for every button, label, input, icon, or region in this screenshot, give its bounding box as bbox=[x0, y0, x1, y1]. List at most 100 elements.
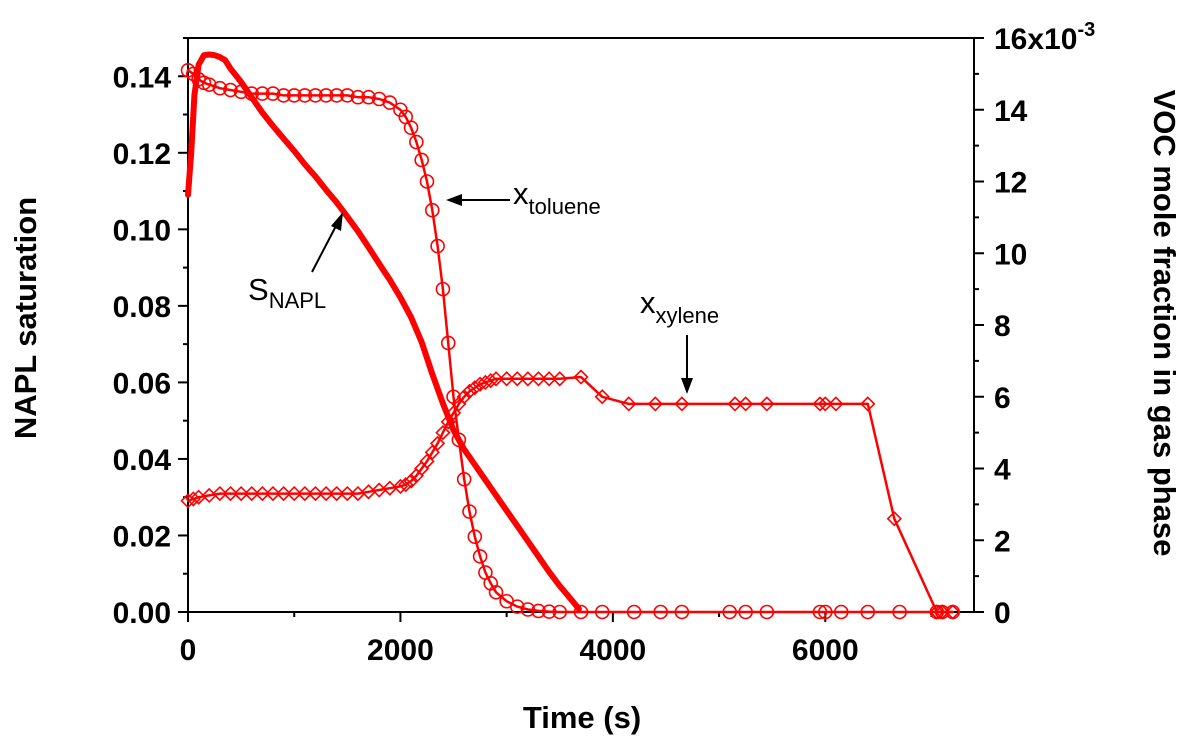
y-left-tick-label: 0.04 bbox=[113, 444, 172, 477]
xylene-point bbox=[483, 372, 499, 389]
xylene-point bbox=[552, 371, 568, 387]
xylene-point bbox=[509, 371, 525, 387]
plot-frame bbox=[187, 37, 975, 613]
toluene-point bbox=[833, 604, 849, 620]
xylene-point bbox=[254, 485, 270, 502]
toluene-point bbox=[472, 549, 488, 564]
toluene-point bbox=[297, 88, 313, 103]
xylene-point bbox=[233, 485, 249, 502]
toluene-point bbox=[308, 88, 323, 103]
xylene-point bbox=[817, 396, 833, 412]
xylene-point bbox=[520, 371, 536, 387]
xylene-point bbox=[435, 424, 451, 441]
y-left-tick-label: 0.02 bbox=[113, 520, 171, 553]
y-left-tick-label: 0.00 bbox=[113, 597, 171, 630]
toluene-label-main: x bbox=[513, 176, 529, 211]
toluene-arrow-head bbox=[446, 194, 462, 206]
y-left-tick-label: 0.12 bbox=[113, 138, 171, 171]
toluene-point bbox=[674, 604, 690, 620]
xylene-point bbox=[530, 371, 547, 387]
y-left-tick-label: 0.14 bbox=[113, 61, 172, 94]
xylene-point bbox=[945, 604, 961, 620]
y-right-tick-label: 10 bbox=[994, 238, 1027, 271]
y-right-top-tick-label: 16x10-3 bbox=[994, 19, 1095, 56]
xylene-point bbox=[573, 369, 589, 385]
x-tick-label: 0 bbox=[180, 634, 197, 667]
xylene-point bbox=[738, 396, 754, 412]
toluene-point bbox=[653, 604, 668, 620]
toluene-point bbox=[573, 604, 589, 620]
toluene-point bbox=[340, 88, 355, 103]
xylene-point bbox=[339, 485, 355, 502]
snapl-label-main: S bbox=[248, 272, 269, 307]
xylene-point bbox=[297, 485, 313, 502]
toluene-point bbox=[738, 604, 753, 620]
toluene-point bbox=[186, 66, 201, 82]
xylene-point bbox=[307, 485, 324, 502]
xylene-label-sub: xylene bbox=[656, 303, 720, 328]
toluene-point bbox=[424, 202, 440, 218]
toluene-point bbox=[860, 604, 876, 620]
toluene-point bbox=[531, 603, 546, 619]
xylene-point bbox=[212, 485, 228, 502]
toluene-point bbox=[722, 604, 738, 620]
toluene-point bbox=[212, 80, 228, 96]
xylene-point bbox=[180, 493, 196, 509]
annotation-xylene: xxylene bbox=[640, 285, 719, 394]
y-left-tick-label: 0.06 bbox=[113, 367, 171, 400]
toluene-point bbox=[255, 86, 270, 101]
axes-frame bbox=[187, 37, 975, 613]
xylene-point bbox=[727, 396, 743, 412]
toluene-point bbox=[467, 529, 483, 544]
snapl-arrow-head bbox=[331, 212, 343, 231]
y-right-tick-label: 2 bbox=[994, 525, 1011, 558]
y-right-tick-label: 12 bbox=[994, 167, 1027, 200]
toluene-point bbox=[488, 584, 504, 600]
xylene-point bbox=[828, 396, 844, 412]
toluene-point bbox=[440, 335, 456, 351]
toluene-point bbox=[462, 504, 477, 519]
toluene-point bbox=[233, 84, 249, 100]
xylene-point bbox=[886, 511, 902, 527]
xylene-label-main: x bbox=[640, 285, 656, 320]
xylene-point bbox=[488, 371, 504, 387]
xylene-point bbox=[286, 485, 302, 502]
xylene-point bbox=[594, 389, 610, 405]
toluene-point bbox=[371, 91, 387, 107]
annotation-toluene: xtoluene bbox=[446, 176, 601, 219]
xylene-point bbox=[812, 396, 828, 412]
toluene-point bbox=[451, 432, 467, 448]
xylene-point bbox=[222, 485, 239, 502]
xylene-point bbox=[461, 383, 478, 400]
toluene-point bbox=[329, 88, 345, 103]
y-left-axis-label: NAPL saturation bbox=[8, 197, 43, 439]
series-line-1 bbox=[186, 69, 955, 614]
xylene-point bbox=[392, 478, 409, 495]
xylene-point bbox=[275, 485, 292, 502]
toluene-point bbox=[594, 604, 610, 620]
toluene-point bbox=[223, 82, 238, 98]
toluene-point bbox=[520, 602, 536, 617]
toluene-point bbox=[817, 604, 833, 620]
snapl-label: SNAPL bbox=[248, 272, 326, 313]
xylene-point bbox=[424, 444, 440, 460]
toluene-point bbox=[552, 604, 568, 620]
toluene-point bbox=[759, 604, 775, 620]
y-right-exponent: -3 bbox=[1077, 19, 1095, 41]
toluene-point bbox=[244, 86, 260, 101]
x-tick-label: 6000 bbox=[792, 634, 859, 667]
toluene-point bbox=[265, 86, 281, 101]
toluene-point bbox=[626, 604, 642, 620]
annotation-snapl: SNAPL bbox=[248, 212, 343, 313]
xylene-point bbox=[265, 485, 281, 502]
y-left-tick-label: 0.08 bbox=[113, 291, 171, 324]
y-right-tick-label: 0 bbox=[994, 597, 1011, 630]
xylene-point bbox=[929, 604, 945, 620]
xylene-point bbox=[759, 396, 775, 412]
y-right-tick-label: 14 bbox=[994, 95, 1028, 128]
x-tick-label: 2000 bbox=[367, 634, 434, 667]
toluene-point bbox=[409, 134, 424, 150]
xylene-point bbox=[403, 473, 419, 489]
x-tick-label: 4000 bbox=[579, 634, 646, 667]
